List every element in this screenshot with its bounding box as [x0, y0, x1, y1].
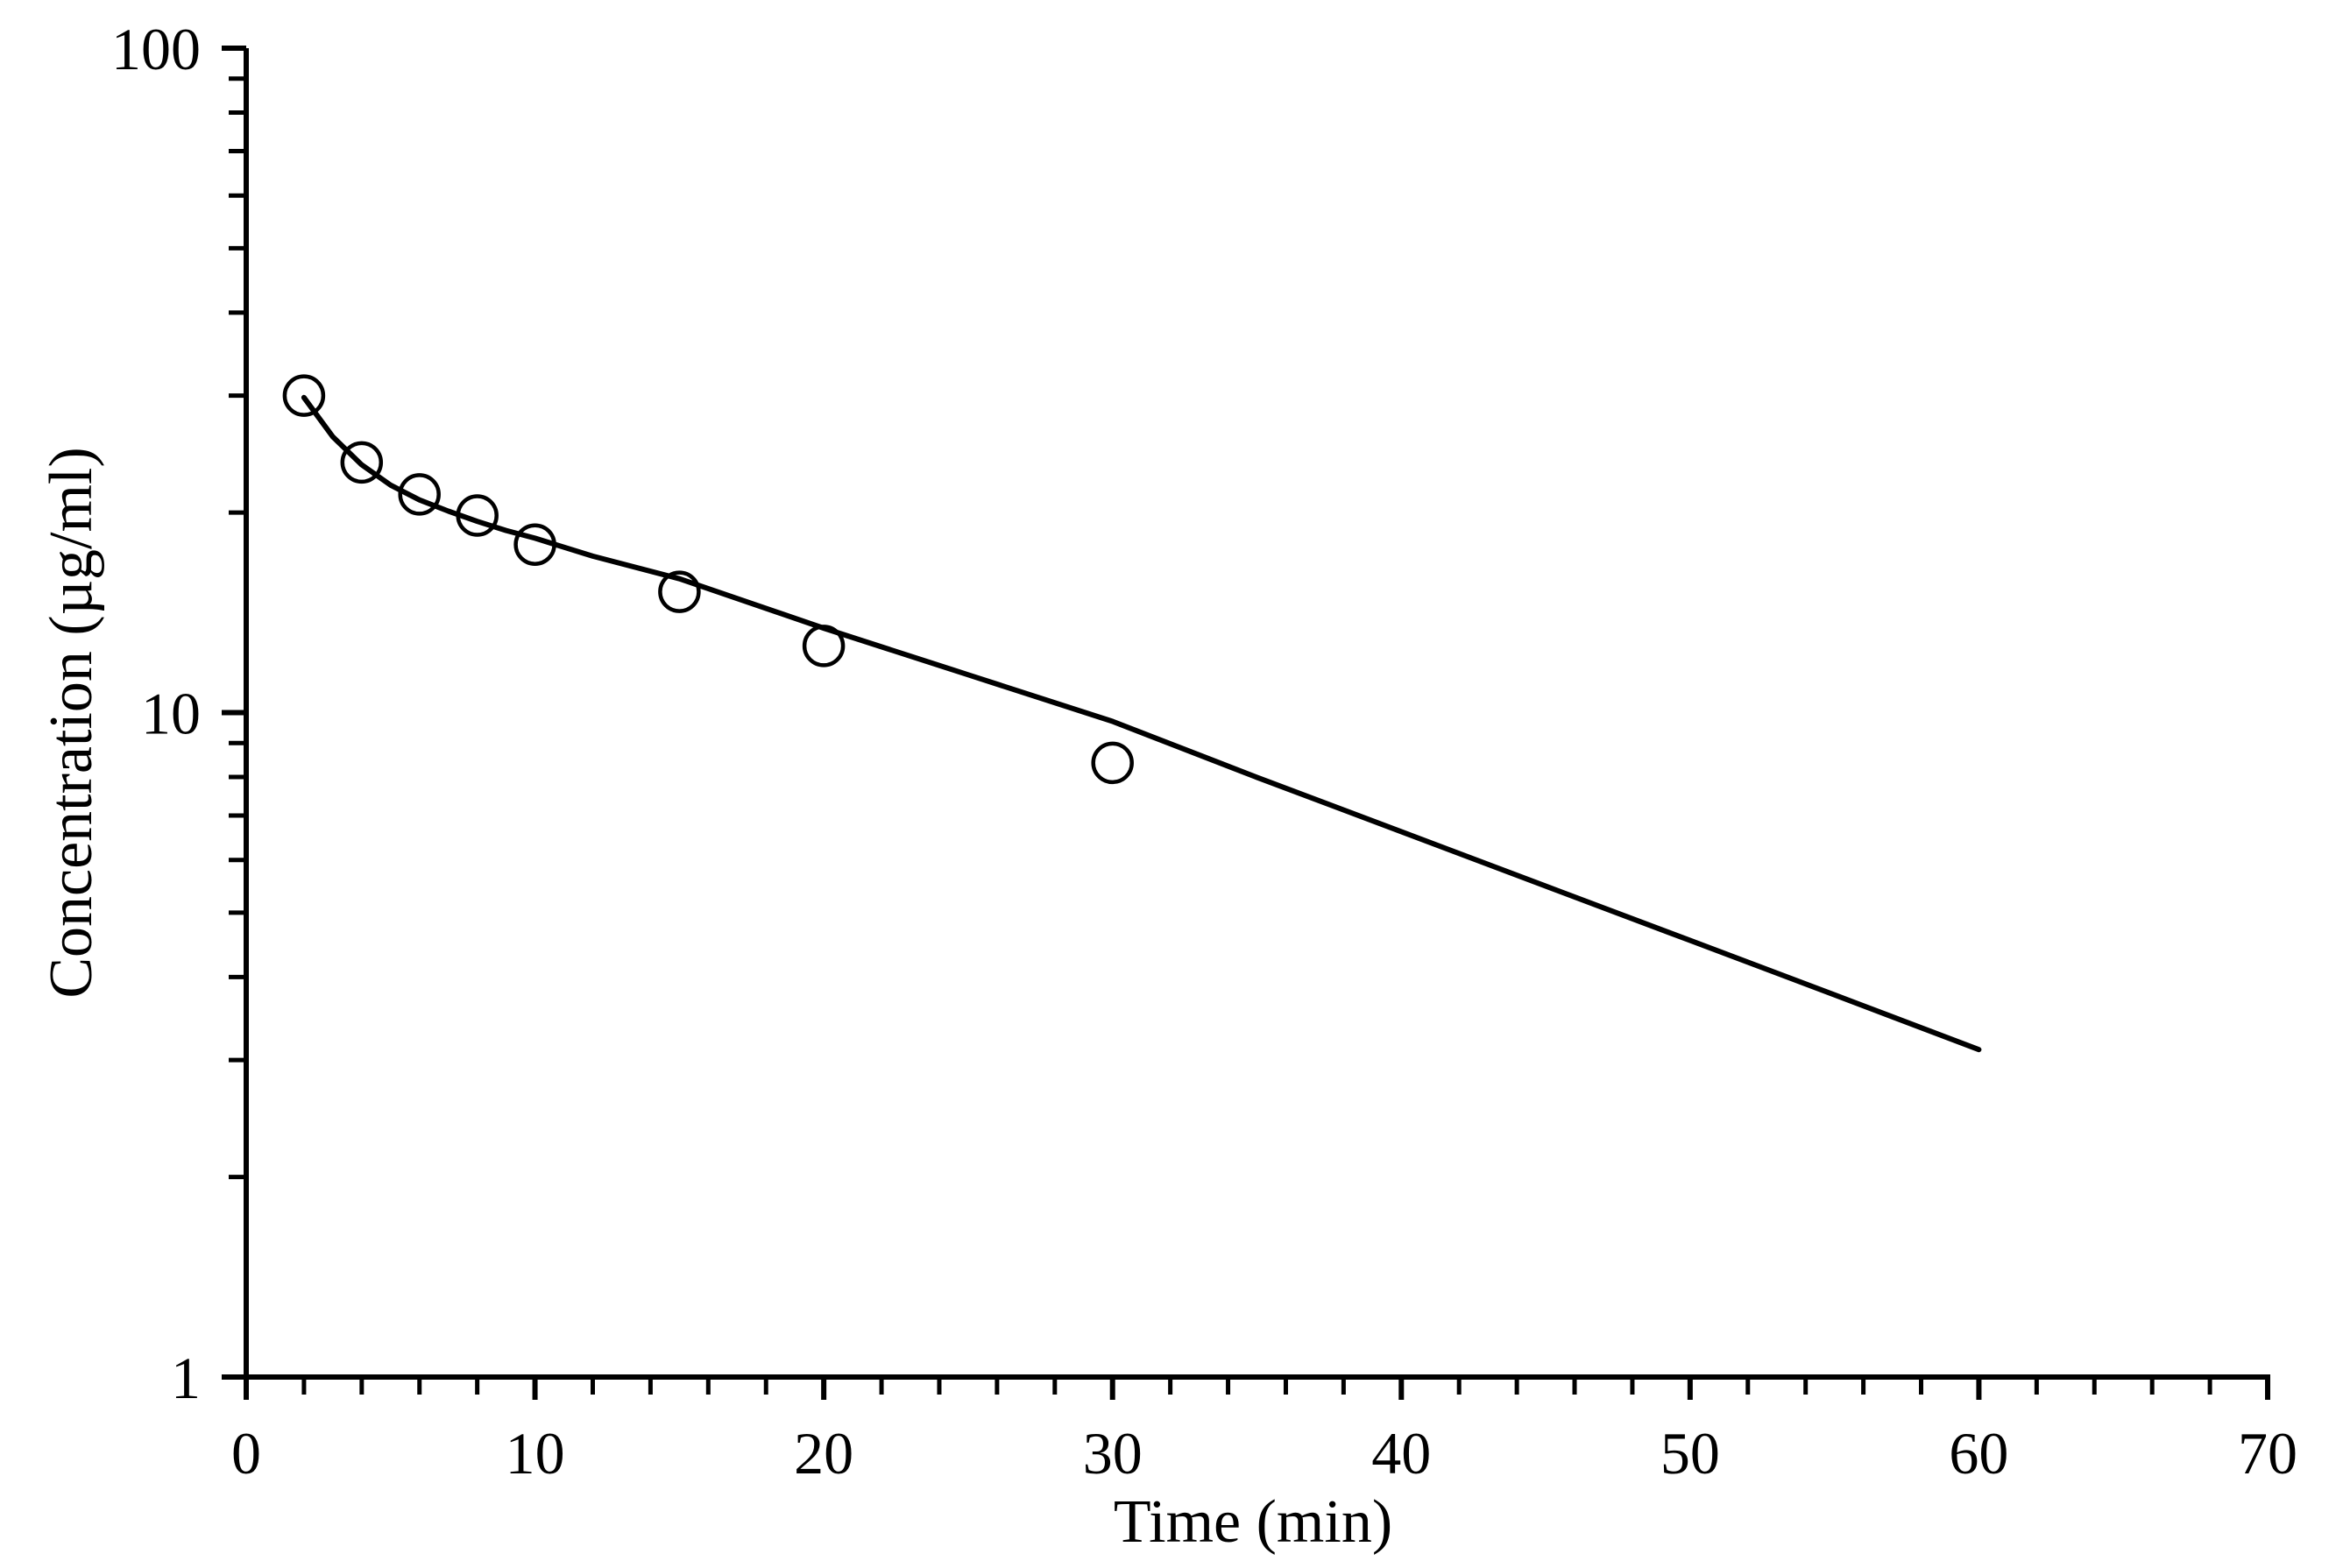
- x-axis-title: Time (min): [1114, 1488, 1392, 1556]
- x-tick-label: 60: [1949, 1420, 2008, 1487]
- x-tick-label: 30: [1083, 1420, 1143, 1487]
- fitted-line: [301, 394, 1982, 1053]
- y-tick-label: 100: [111, 16, 201, 82]
- data-point: [658, 570, 701, 613]
- data-point: [456, 494, 499, 537]
- x-tick-label: 40: [1371, 1420, 1431, 1487]
- data-point: [1091, 741, 1134, 785]
- y-axis-title: Concentration (µg/ml): [38, 447, 105, 998]
- observed-marker-series: [282, 374, 1134, 785]
- y-tick-label: 10: [141, 681, 201, 747]
- data-point: [802, 625, 846, 667]
- data-point: [282, 374, 326, 417]
- axes: [229, 48, 2270, 1395]
- y-axis-ticks: [222, 46, 246, 1380]
- data-point: [398, 473, 441, 516]
- data-point: [513, 523, 556, 566]
- y-tick-label: 1: [171, 1345, 201, 1411]
- x-tick-label: 10: [506, 1420, 565, 1487]
- x-axis-ticks: [244, 1377, 2270, 1400]
- fitted-line-series: [301, 394, 1982, 1053]
- x-tick-label: 0: [231, 1420, 261, 1487]
- y-axis-tick-labels: 1 10 100: [111, 16, 201, 1411]
- x-axis-tick-labels: 0 10 20 30 40 50 60 70: [231, 1420, 2297, 1487]
- x-tick-label: 50: [1660, 1420, 1720, 1487]
- x-tick-label: 20: [794, 1420, 853, 1487]
- x-tick-label: 70: [2238, 1420, 2297, 1487]
- data-point: [340, 441, 384, 484]
